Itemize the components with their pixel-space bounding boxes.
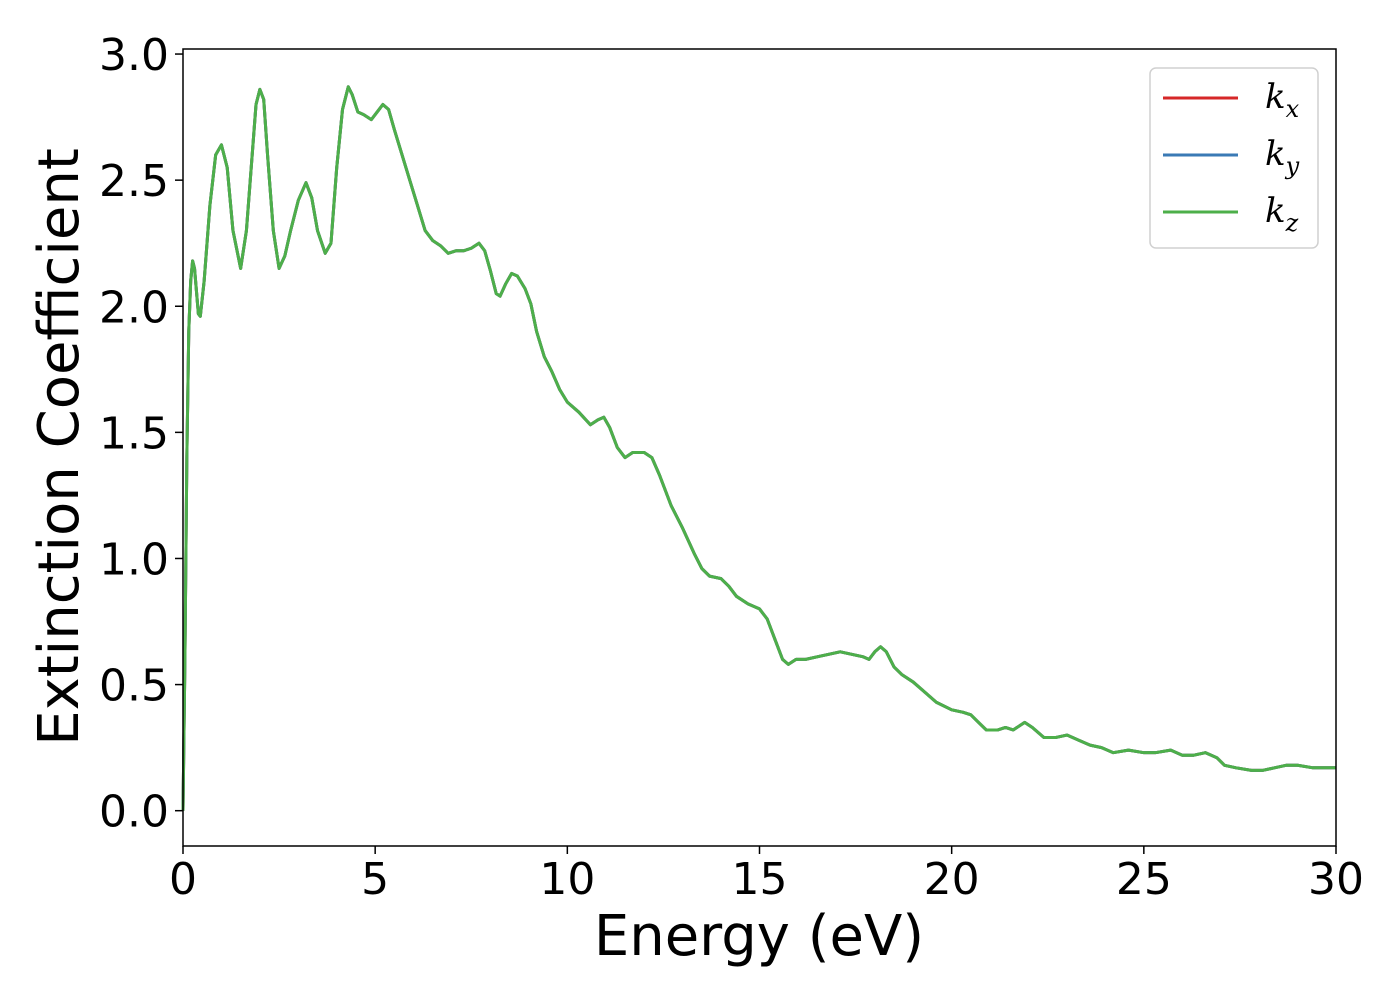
x-tick-label: 0 — [169, 854, 197, 905]
x-tick-label: 20 — [924, 854, 980, 905]
y-tick-label: 1.0 — [99, 534, 169, 585]
legend-label-kz: kz — [1265, 191, 1299, 237]
y-tick-label: 1.5 — [99, 408, 169, 459]
legend-box — [1149, 67, 1319, 249]
series-layer — [181, 85, 1336, 811]
x-axis-title: Energy (eV) — [594, 904, 924, 969]
x-tick-label: 10 — [539, 854, 595, 905]
x-tick-label: 15 — [732, 854, 788, 905]
y-tick-label: 0.0 — [99, 787, 169, 838]
y-tick-label: 2.5 — [99, 156, 169, 207]
series-line-kz — [181, 85, 1336, 811]
y-tick-label: 2.0 — [99, 282, 169, 333]
x-tick-label: 25 — [1116, 854, 1172, 905]
x-tick-label: 30 — [1308, 854, 1364, 905]
y-axis-title: Extinction Coefficient — [27, 148, 92, 746]
y-tick-label: 3.0 — [99, 30, 169, 81]
y-axis: 0.0 0.5 1.0 1.5 2.0 2.5 3.0 — [99, 30, 183, 838]
y-tick-label: 0.5 — [99, 661, 169, 712]
x-tick-label: 5 — [361, 854, 389, 905]
x-axis: 0 5 10 15 20 25 30 — [169, 846, 1364, 905]
